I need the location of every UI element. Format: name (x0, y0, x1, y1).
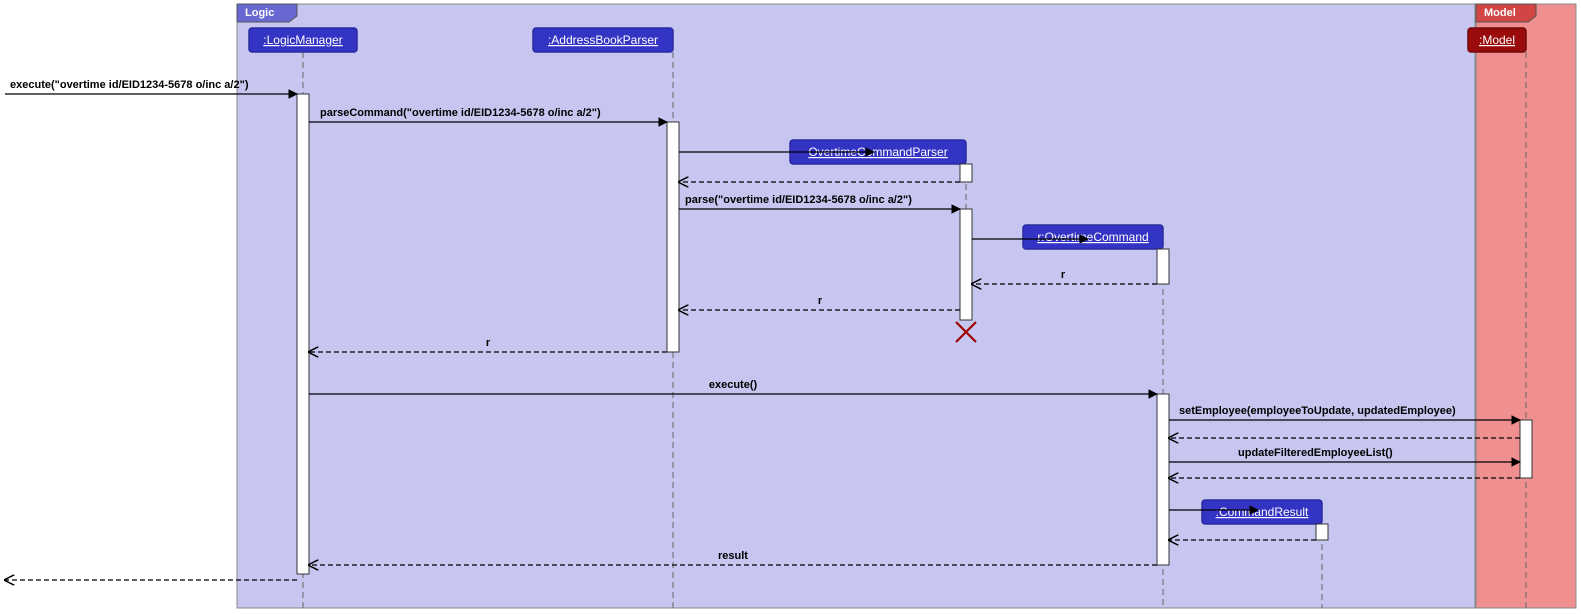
participant-addressBookParser: :AddressBookParser (533, 28, 673, 52)
participant-logicManager: :LogicManager (249, 28, 357, 52)
svg-text:Model: Model (1484, 7, 1516, 19)
svg-text:updateFilteredEmployeeList(): updateFilteredEmployeeList() (1238, 447, 1393, 459)
svg-text:r: r (818, 295, 823, 307)
svg-text::AddressBookParser: :AddressBookParser (548, 33, 658, 47)
svg-text:parseCommand("overtime id/EID1: parseCommand("overtime id/EID1234-5678 o… (320, 107, 601, 119)
activation-overtimeCommand (1157, 394, 1169, 565)
participant-commandResult: :CommandResult (1202, 500, 1322, 524)
svg-text::Model: :Model (1479, 33, 1515, 47)
svg-text::CommandResult: :CommandResult (1216, 505, 1309, 519)
participant-overtimeCommand: r:OvertimeCommand (1023, 225, 1163, 249)
svg-text:Logic: Logic (245, 7, 274, 19)
activation-commandResult (1316, 524, 1328, 540)
svg-text:r:OvertimeCommand: r:OvertimeCommand (1037, 230, 1148, 244)
activation-overtimeCommandParser (960, 209, 972, 320)
svg-text:parse("overtime id/EID1234-567: parse("overtime id/EID1234-5678 o/inc a/… (685, 194, 912, 206)
activation-model (1520, 420, 1532, 478)
activation-addressBookParser (667, 122, 679, 352)
svg-text::LogicManager: :LogicManager (263, 33, 342, 47)
participant-model: :Model (1468, 28, 1526, 52)
svg-text:r: r (1061, 269, 1066, 281)
svg-text:r: r (486, 337, 491, 349)
svg-text:execute(): execute() (709, 379, 758, 391)
activation-overtimeCommand (1157, 249, 1169, 284)
activation-overtimeCommandParser (960, 164, 972, 182)
svg-text:setEmployee(employeeToUpdate,: setEmployee(employeeToUpdate, updatedEmp… (1179, 405, 1456, 417)
activation-logicManager (297, 94, 309, 574)
svg-text:execute("overtime id/EID1234-5: execute("overtime id/EID1234-5678 o/inc … (10, 79, 249, 91)
svg-text:result: result (718, 550, 748, 562)
